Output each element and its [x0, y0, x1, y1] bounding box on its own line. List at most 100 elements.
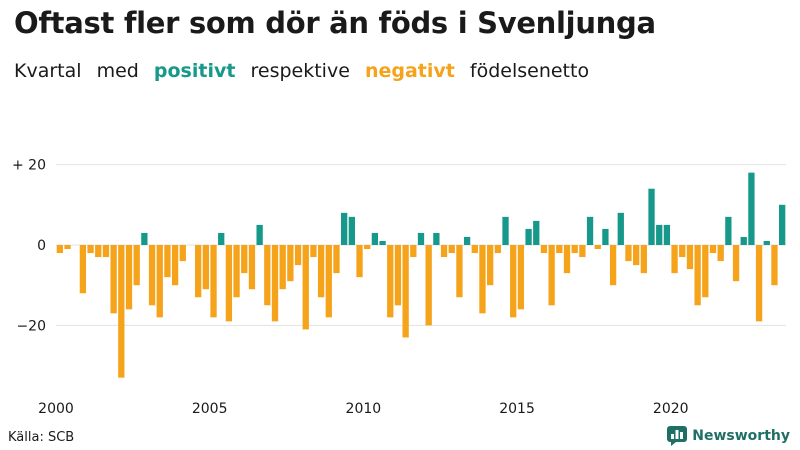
- bar-q21: [210, 245, 217, 318]
- bar-q30: [279, 245, 286, 290]
- bar-q26: [248, 245, 256, 290]
- bar-q75: [625, 245, 632, 262]
- bar-q91: [748, 172, 755, 245]
- bar-q9: [118, 245, 125, 378]
- bar-q85: [702, 245, 709, 298]
- bar-q74: [617, 212, 624, 245]
- bar-q50: [433, 232, 440, 245]
- bar-q59: [502, 216, 509, 245]
- bar-q79: [656, 224, 663, 245]
- bar-q95: [779, 204, 786, 245]
- bar-q13: [148, 245, 156, 306]
- bars: [56, 172, 786, 378]
- y-tick-label: −20: [16, 318, 46, 334]
- bar-q63: [533, 220, 540, 245]
- bar-q70: [586, 216, 594, 245]
- bar-q65: [548, 245, 555, 306]
- bar-q56: [479, 245, 486, 314]
- bar-q7: [102, 245, 110, 258]
- bar-q78: [648, 188, 655, 245]
- brand-name: Newsworthy: [692, 428, 790, 444]
- bar-chart: + 20 0 −20 2000 2005 2010 2015 2020: [12, 158, 786, 417]
- bar-q17: [179, 245, 186, 262]
- bar-q10: [125, 245, 133, 310]
- bar-q12: [141, 232, 148, 245]
- bar-q24: [233, 245, 240, 298]
- subtitle-text-2: med: [96, 60, 139, 82]
- bar-q27: [256, 224, 263, 245]
- bar-q84: [694, 245, 701, 306]
- bar-q45: [394, 245, 402, 306]
- bar-q67: [563, 245, 571, 274]
- bar-q23: [225, 245, 233, 322]
- bar-q80: [663, 224, 671, 245]
- bar-q44: [387, 245, 394, 318]
- bar-q20: [202, 245, 209, 290]
- bar-q6: [95, 245, 102, 258]
- bar-q82: [679, 245, 686, 258]
- bar-q1: [56, 245, 63, 254]
- bar-q64: [540, 245, 548, 254]
- bar-q41: [364, 245, 371, 250]
- subtitle-text-4: födelsenetto: [469, 60, 590, 82]
- bar-q11: [133, 245, 140, 286]
- y-tick-label: + 20: [12, 158, 46, 174]
- bar-q39: [348, 216, 355, 245]
- bar-q47: [410, 245, 417, 258]
- bar-q76: [633, 245, 640, 266]
- subtitle-positive-word: positivt: [153, 60, 236, 82]
- bar-q55: [471, 245, 478, 254]
- bar-q33: [302, 245, 309, 330]
- bar-q15: [164, 245, 171, 278]
- bar-q48: [417, 232, 425, 245]
- bar-q71: [594, 245, 601, 250]
- bar-q89: [732, 245, 740, 282]
- x-tick-label-2005: 2005: [192, 401, 228, 417]
- subtitle-negative-word: negativt: [364, 60, 455, 82]
- bar-q28: [264, 245, 271, 306]
- bar-q77: [640, 245, 647, 274]
- bar-q87: [717, 245, 724, 262]
- bar-q54: [463, 236, 471, 245]
- x-tick-label-2010: 2010: [346, 401, 382, 417]
- bar-q43: [379, 240, 386, 245]
- bar-q38: [341, 212, 348, 245]
- bar-q51: [440, 245, 448, 258]
- bar-q92: [755, 245, 763, 322]
- bar-q66: [556, 245, 563, 254]
- bar-q58: [494, 245, 501, 254]
- bar-q49: [425, 245, 432, 326]
- bar-q40: [356, 245, 363, 278]
- bar-q2: [64, 245, 71, 250]
- bar-q60: [510, 245, 517, 318]
- bar-q16: [171, 245, 179, 286]
- bar-q62: [525, 228, 532, 245]
- bar-q31: [287, 245, 294, 282]
- bar-q88: [725, 216, 732, 245]
- bar-q72: [602, 228, 609, 245]
- bar-q14: [156, 245, 163, 318]
- bar-q86: [709, 245, 717, 254]
- bar-q68: [571, 245, 578, 254]
- brand-logo: Newsworthy: [667, 426, 790, 446]
- bar-q35: [317, 245, 325, 298]
- bar-q73: [609, 245, 617, 286]
- chart-title: Oftast fler som dör än föds i Svenljunga: [14, 6, 656, 40]
- bar-q52: [448, 245, 455, 254]
- bar-q32: [294, 245, 302, 266]
- subtitle-text-1: Kvartal: [14, 60, 82, 82]
- bar-q46: [402, 245, 409, 338]
- bar-q34: [310, 245, 317, 258]
- chart-subtitle: Kvartal med positivt respektive negativt…: [14, 60, 598, 82]
- bar-q53: [456, 245, 463, 298]
- bar-q90: [740, 236, 747, 245]
- bar-q94: [771, 245, 778, 286]
- bar-q61: [517, 245, 525, 310]
- bar-q19: [195, 245, 202, 298]
- bar-q29: [271, 245, 279, 322]
- bar-q4: [79, 245, 87, 294]
- bar-q37: [333, 245, 340, 274]
- x-tick-label-2015: 2015: [499, 401, 535, 417]
- bar-q83: [686, 245, 694, 270]
- newsworthy-chart-icon: [667, 426, 688, 446]
